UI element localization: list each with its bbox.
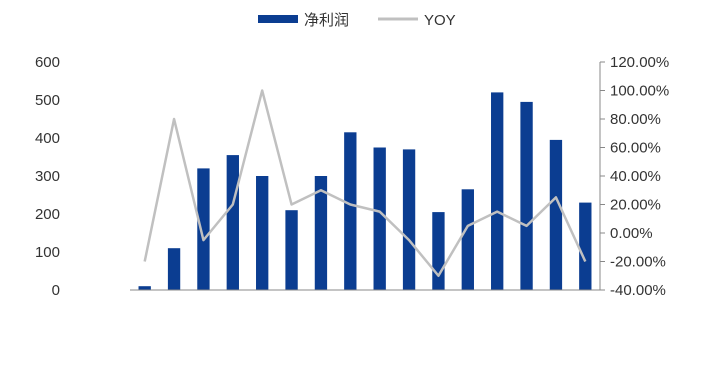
y-right-axis: -40.00% -20.00% 0.00% 20.00% 40.00% 60.00% 80.… [599, 54, 669, 299]
bar [579, 202, 592, 290]
legend: 净利润 YOY [258, 12, 456, 29]
y-left-tick-label: 100 [35, 244, 60, 261]
y-right-tick-label: 0.00% [610, 225, 653, 242]
bar [197, 168, 210, 290]
bar [520, 101, 533, 291]
y-left-tick-label: 0 [52, 282, 60, 299]
bar [167, 248, 181, 290]
y-right-tick-label: -40.00% [610, 282, 666, 299]
y-right-tick-label: -20.00% [610, 254, 666, 271]
bar [402, 149, 416, 290]
y-right-tick-label: 60.00% [610, 140, 661, 157]
line-series [143, 89, 587, 277]
bar [256, 176, 269, 290]
bar [432, 212, 445, 290]
legend-label: YOY [424, 12, 456, 29]
y-left-tick-label: 400 [35, 130, 60, 147]
legend-swatch-bar [258, 15, 298, 23]
y-right-tick-label: 40.00% [610, 168, 661, 185]
bar [138, 286, 151, 290]
y-left-tick-label: 300 [35, 168, 60, 185]
bar [491, 92, 504, 291]
y-right-tick-label: 80.00% [610, 111, 661, 128]
y-right-tick-label: 120.00% [610, 54, 669, 71]
y-left-axis: 0 100 200 300 400 500 600 [35, 54, 60, 299]
bar [461, 189, 474, 290]
bar [373, 147, 386, 290]
bar [226, 155, 239, 290]
bar-series [138, 92, 592, 291]
y-left-tick-label: 500 [35, 92, 60, 109]
y-left-tick-label: 200 [35, 206, 60, 223]
bar [344, 132, 357, 290]
legend-label: 净利润 [304, 12, 349, 29]
bar [314, 176, 328, 290]
y-right-tick-label: 100.00% [610, 83, 669, 100]
bar [285, 210, 298, 290]
y-left-tick-label: 600 [35, 54, 60, 71]
bar [549, 139, 563, 290]
yoy-line [143, 89, 587, 277]
y-right-tick-label: 20.00% [610, 197, 661, 214]
